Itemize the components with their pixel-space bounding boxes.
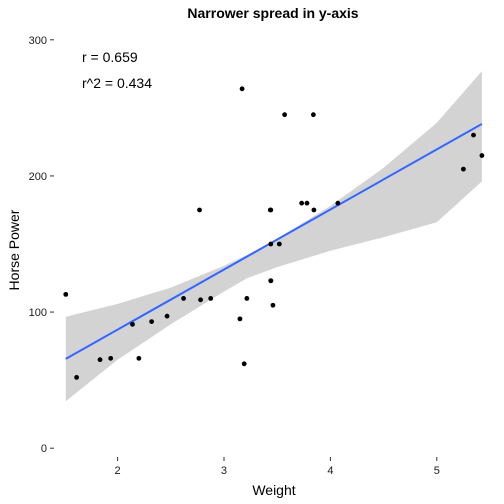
data-point xyxy=(461,167,466,172)
data-point xyxy=(98,357,103,362)
data-point xyxy=(108,356,113,361)
y-axis-title: Horse Power xyxy=(6,209,22,290)
data-point xyxy=(74,375,79,380)
data-point xyxy=(480,153,485,158)
data-point xyxy=(198,297,203,302)
r-annotation: r = 0.659 xyxy=(82,49,138,65)
y-tick-label: 100 xyxy=(29,307,47,319)
data-point xyxy=(268,278,273,283)
data-point xyxy=(335,201,340,206)
data-point xyxy=(136,356,141,361)
x-axis: 2 3 4 5 xyxy=(115,457,440,477)
data-point xyxy=(277,242,282,247)
data-point xyxy=(282,112,287,117)
data-point xyxy=(311,112,316,117)
y-tick-label: 200 xyxy=(29,171,47,183)
chart-title: Narrower spread in y-axis xyxy=(187,5,358,21)
data-point xyxy=(244,296,249,301)
r-squared-annotation: r^2 = 0.434 xyxy=(82,75,152,91)
x-tick-label: 4 xyxy=(327,465,333,477)
data-point xyxy=(165,314,170,319)
data-point xyxy=(208,296,213,301)
data-point xyxy=(268,208,273,213)
data-point xyxy=(242,361,247,366)
data-point xyxy=(312,208,317,213)
data-point xyxy=(299,201,304,206)
data-point xyxy=(271,303,276,308)
data-point xyxy=(471,133,476,138)
confidence-band-layer xyxy=(66,71,482,401)
x-tick-label: 5 xyxy=(434,465,440,477)
data-point xyxy=(181,296,186,301)
data-point xyxy=(149,319,154,324)
data-point xyxy=(238,316,243,321)
x-axis-title: Weight xyxy=(252,482,295,498)
data-point xyxy=(130,322,135,327)
data-point xyxy=(240,86,245,91)
confidence-band xyxy=(66,71,482,401)
data-point xyxy=(63,292,68,297)
x-tick-label: 3 xyxy=(221,465,227,477)
y-tick-label: 0 xyxy=(41,443,47,455)
fit-line-layer xyxy=(66,124,482,359)
data-point xyxy=(305,201,310,206)
x-tick-label: 2 xyxy=(115,465,121,477)
data-point xyxy=(197,208,202,213)
regression-line xyxy=(66,124,482,359)
y-tick-label: 300 xyxy=(29,35,47,47)
y-axis: 0 100 200 300 xyxy=(29,35,54,455)
data-point xyxy=(268,242,273,247)
